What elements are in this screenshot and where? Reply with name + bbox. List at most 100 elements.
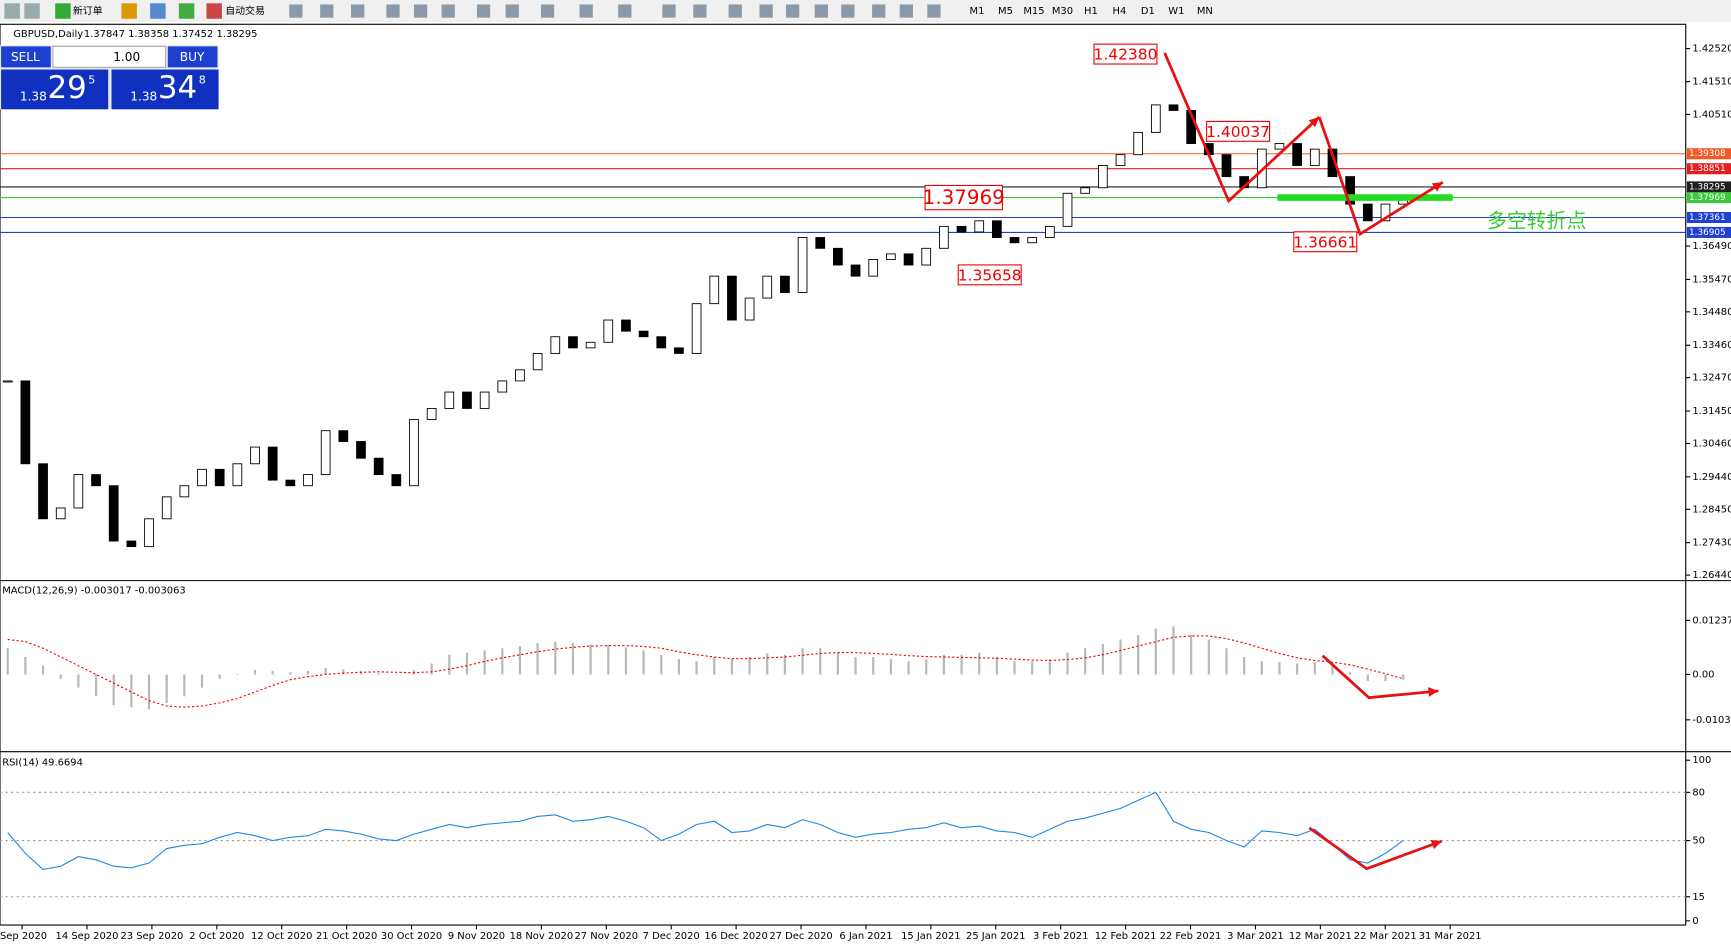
tool-icon[interactable]: [927, 4, 941, 18]
tool-icon[interactable]: [786, 4, 800, 18]
icon[interactable]: [55, 3, 71, 19]
ohlc: 1.37847 1.38358 1.37452 1.38295: [84, 29, 258, 40]
annotation-box: [924, 184, 1003, 211]
y-tick-label: 1.40510: [1692, 109, 1731, 120]
timeframe[interactable]: M15: [1023, 6, 1044, 17]
timeframe[interactable]: H4: [1113, 6, 1127, 17]
sell-button[interactable]: [1, 46, 51, 68]
lot-field[interactable]: [52, 45, 167, 68]
macd-bar: [1031, 661, 1034, 675]
date-label: 14 Sep 2020: [56, 931, 119, 942]
date-label: 6 Jan 2021: [839, 931, 892, 942]
candle: [656, 336, 667, 349]
tool-icon[interactable]: [320, 4, 334, 18]
candle: [303, 474, 313, 487]
candle: [1221, 154, 1232, 178]
timeframe[interactable]: H1: [1084, 6, 1098, 17]
tool-icon[interactable]: [899, 4, 913, 18]
macd-bar: [1013, 661, 1016, 675]
icon[interactable]: [121, 3, 137, 19]
buy-big[interactable]: 1.38: [130, 90, 157, 104]
tool-icon[interactable]: [476, 4, 491, 18]
candle: [1168, 104, 1179, 111]
tool-icon[interactable]: [872, 4, 886, 18]
sell-price[interactable]: [1, 69, 109, 110]
buy-price[interactable]: [111, 69, 219, 110]
sell-label[interactable]: SELL: [11, 50, 40, 64]
timeframe[interactable]: W1: [1168, 6, 1184, 17]
y-tick-label: 1.32470: [1692, 373, 1731, 384]
buy-button[interactable]: [167, 46, 218, 68]
tool-icon[interactable]: [728, 4, 742, 18]
y-tick-label: 1.33460: [1692, 340, 1731, 351]
candle: [356, 441, 366, 459]
buy-pips[interactable]: 34: [158, 70, 197, 106]
macd-bar: [571, 642, 575, 675]
macd-bar: [342, 669, 345, 675]
tool-icon[interactable]: [814, 4, 828, 18]
sell-big[interactable]: 1.38: [20, 90, 47, 104]
macd-bar: [1296, 663, 1299, 675]
candle: [197, 468, 207, 487]
date-label: 12 Mar 2021: [1289, 931, 1352, 942]
tool-icon[interactable]: [505, 4, 519, 18]
tool-icon[interactable]: [693, 4, 707, 18]
level-label: 1.37361: [1689, 213, 1726, 223]
candle: [320, 430, 331, 476]
date-label: 9 Nov 2020: [448, 931, 505, 942]
tool-icon[interactable]: [413, 4, 428, 18]
macd-bar: [1349, 672, 1352, 675]
date-label: 27 Nov 2020: [575, 931, 639, 942]
lot[interactable]: 1.00: [113, 50, 140, 64]
candle: [727, 275, 737, 321]
buy-label[interactable]: BUY: [180, 50, 205, 64]
macd-bar: [766, 653, 769, 675]
tool-icon[interactable]: [441, 4, 455, 18]
arrow-head: [1430, 840, 1442, 850]
candle: [550, 336, 561, 354]
tool-icon[interactable]: [386, 4, 400, 18]
macd-bar: [395, 674, 398, 675]
timeframe[interactable]: MN: [1197, 6, 1213, 17]
tool-icon[interactable]: [351, 4, 365, 18]
y-tick-label: 1.41510: [1692, 77, 1731, 88]
macd-bar: [41, 665, 45, 675]
candle: [762, 275, 773, 299]
y-tick-label: 1.30460: [1692, 438, 1731, 449]
new-order[interactable]: 新订单: [73, 4, 103, 17]
icon[interactable]: [24, 3, 40, 19]
tool-icon[interactable]: [662, 4, 676, 18]
tool-icon[interactable]: [289, 4, 303, 18]
tool-icon[interactable]: [759, 4, 773, 18]
tool-icon[interactable]: [579, 4, 593, 18]
icon[interactable]: [4, 3, 20, 19]
candle: [585, 341, 596, 349]
candle: [144, 518, 154, 548]
auto-trading[interactable]: 自动交易: [225, 4, 265, 17]
macd-bar: [624, 647, 628, 675]
sell-pips[interactable]: 29: [47, 70, 86, 106]
y-tick-label: 80: [1692, 787, 1705, 798]
candle: [1274, 143, 1285, 150]
y-tick-label: 0: [1692, 916, 1698, 927]
arrow-head: [1428, 687, 1439, 697]
tool-icon[interactable]: [618, 4, 632, 18]
candle: [939, 225, 949, 249]
timeframe[interactable]: M5: [998, 6, 1013, 17]
timeframe[interactable]: M1: [970, 6, 985, 17]
timeframe[interactable]: D1: [1141, 6, 1155, 17]
icon[interactable]: [150, 3, 166, 19]
candle: [568, 336, 578, 349]
sell-frac[interactable]: 5: [88, 74, 95, 87]
macd-bar: [1243, 656, 1246, 675]
tool-icon[interactable]: [841, 4, 855, 18]
icon[interactable]: [206, 3, 222, 19]
buy-frac[interactable]: 8: [199, 74, 206, 87]
tool-icon[interactable]: [540, 4, 555, 18]
timeframe[interactable]: M30: [1052, 6, 1073, 17]
level-tag: [1686, 181, 1731, 193]
macd-bar: [660, 654, 663, 675]
candle: [833, 247, 843, 266]
macd-bar: [59, 674, 62, 679]
icon[interactable]: [178, 3, 195, 19]
